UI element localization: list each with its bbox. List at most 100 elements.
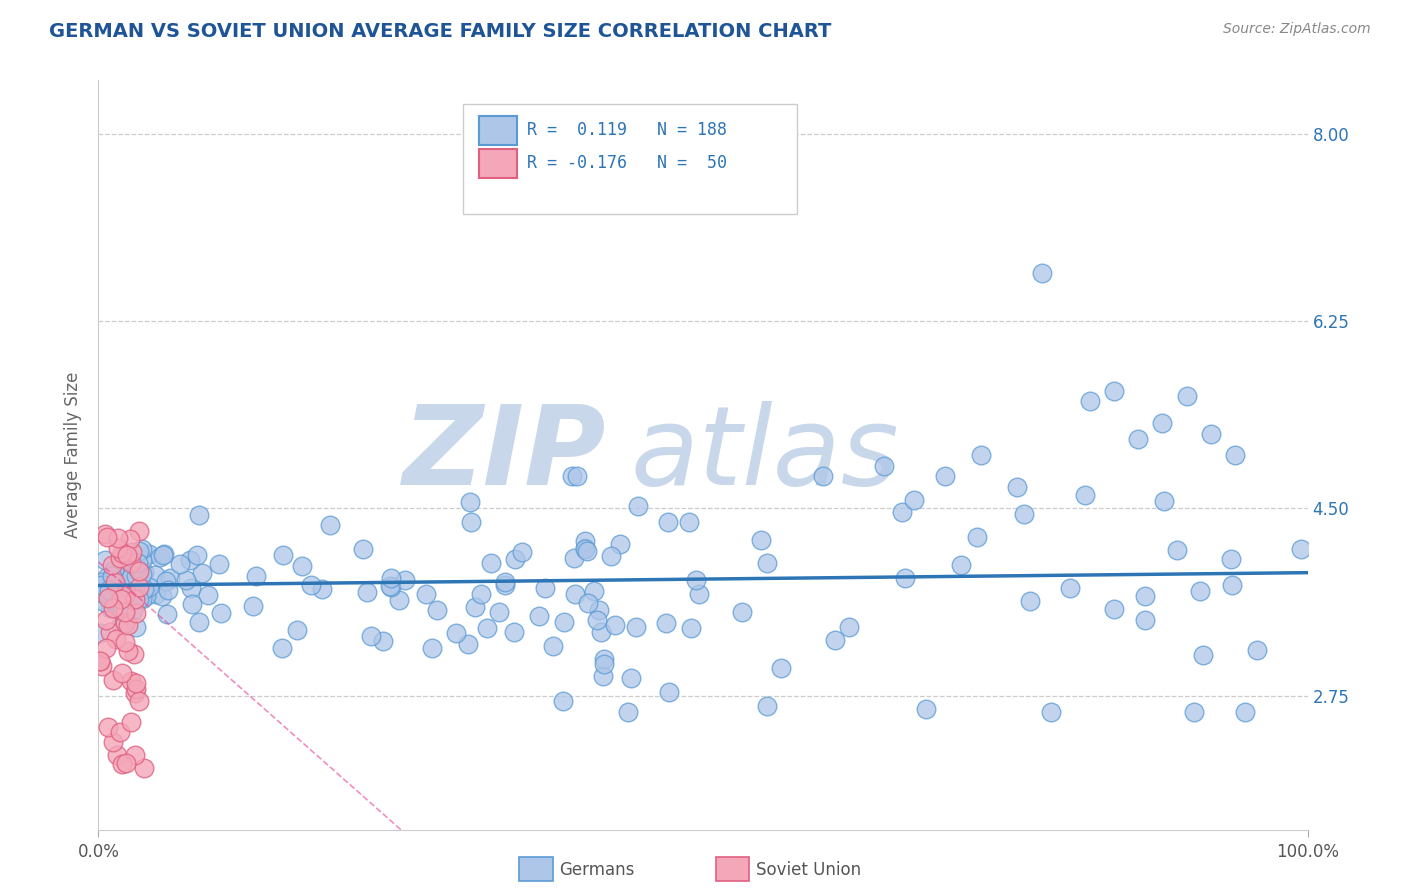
Point xyxy=(966,530,988,544)
Point xyxy=(96,530,118,544)
Point xyxy=(488,605,510,619)
Point xyxy=(124,558,146,572)
Y-axis label: Average Family Size: Average Family Size xyxy=(65,372,83,538)
Point xyxy=(1039,705,1062,719)
Point xyxy=(159,571,181,585)
Point xyxy=(1199,426,1222,441)
Point xyxy=(624,620,647,634)
Point xyxy=(117,644,139,658)
Point xyxy=(600,549,623,563)
Point xyxy=(458,495,481,509)
Point xyxy=(592,652,614,666)
Point xyxy=(105,632,128,647)
Point xyxy=(593,657,616,671)
Point xyxy=(1153,494,1175,508)
Point xyxy=(96,613,118,627)
Point xyxy=(153,547,176,561)
Point xyxy=(574,534,596,549)
Point xyxy=(299,578,322,592)
Point xyxy=(360,629,382,643)
Point xyxy=(755,556,778,570)
Point xyxy=(620,671,643,685)
Point xyxy=(156,607,179,621)
Point xyxy=(749,533,772,547)
Point xyxy=(103,673,125,688)
Point xyxy=(111,666,134,681)
Point xyxy=(134,582,156,596)
Point xyxy=(114,588,136,602)
Point xyxy=(110,605,132,619)
Point xyxy=(285,623,308,637)
Point xyxy=(1166,542,1188,557)
Point xyxy=(124,568,146,582)
Point xyxy=(97,583,120,598)
Point xyxy=(128,694,150,708)
Point xyxy=(108,725,131,739)
Text: ZIP: ZIP xyxy=(402,401,606,508)
Point xyxy=(553,694,575,708)
Point xyxy=(1102,384,1125,398)
Point xyxy=(503,551,526,566)
Point xyxy=(589,624,612,639)
Point xyxy=(114,634,136,648)
Point xyxy=(105,748,128,763)
Point xyxy=(111,576,134,591)
Point xyxy=(1128,432,1150,446)
Point xyxy=(626,499,648,513)
Point xyxy=(1188,583,1211,598)
Point xyxy=(128,576,150,591)
Point xyxy=(120,579,142,593)
Point xyxy=(685,573,707,587)
Point xyxy=(149,549,172,564)
Point xyxy=(108,576,131,591)
Point xyxy=(155,574,177,588)
Point xyxy=(494,574,516,589)
Point xyxy=(1012,507,1035,521)
Point xyxy=(378,579,401,593)
Point xyxy=(208,557,231,571)
Point xyxy=(89,654,111,668)
Point xyxy=(91,585,114,599)
Text: R = -0.176   N =  50: R = -0.176 N = 50 xyxy=(527,154,727,172)
Point xyxy=(180,597,202,611)
Point xyxy=(541,639,564,653)
Point xyxy=(104,595,127,609)
Point xyxy=(1019,594,1042,608)
Point xyxy=(124,685,146,699)
Point xyxy=(122,647,145,661)
Point xyxy=(131,553,153,567)
Point xyxy=(319,518,342,533)
Point xyxy=(125,675,148,690)
Point xyxy=(187,508,209,522)
Point xyxy=(101,558,124,573)
Point xyxy=(1078,394,1101,409)
Point xyxy=(475,621,498,635)
Point xyxy=(380,580,402,594)
Point xyxy=(188,615,211,629)
Point xyxy=(934,469,956,483)
Point xyxy=(100,576,122,591)
Point xyxy=(688,587,710,601)
Point xyxy=(107,541,129,555)
Text: Germans: Germans xyxy=(560,861,636,879)
Point xyxy=(120,673,142,688)
Point xyxy=(730,605,752,619)
Point xyxy=(1291,541,1313,556)
Point xyxy=(128,592,150,607)
Point xyxy=(446,626,468,640)
Point xyxy=(111,596,134,610)
Point xyxy=(654,616,676,631)
Point xyxy=(1102,601,1125,615)
Point xyxy=(169,557,191,571)
Point xyxy=(101,571,124,585)
Point xyxy=(186,549,208,563)
Point xyxy=(576,544,599,558)
Point xyxy=(128,524,150,538)
Point xyxy=(97,591,120,606)
Point xyxy=(110,593,132,607)
Point xyxy=(94,641,117,656)
Point xyxy=(89,654,111,668)
Point xyxy=(311,582,333,597)
Point xyxy=(120,570,142,584)
Point xyxy=(131,566,153,581)
